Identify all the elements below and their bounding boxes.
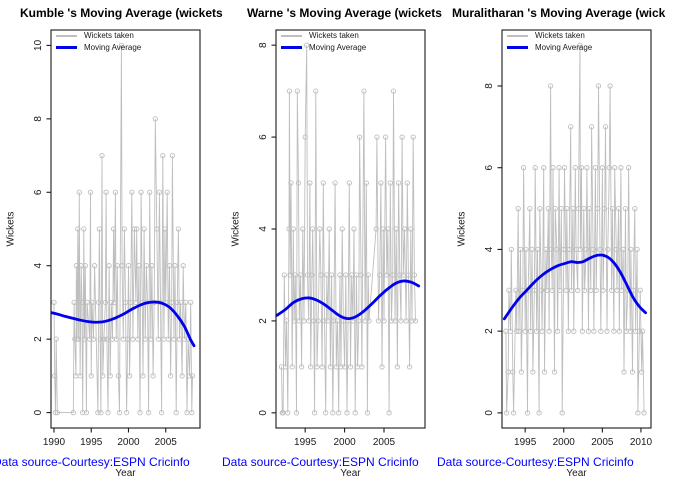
moving-average-swatch <box>56 46 77 49</box>
x-tick-label: 1990 <box>43 437 66 448</box>
moving-average-swatch <box>281 46 302 49</box>
wickets-series <box>51 42 196 416</box>
plot-svg: 1995 2000 2005 2010 0 2 4 6 8 <box>484 29 653 448</box>
data-source-caption: Data source-Courtesy:ESPN Cricinfo <box>437 455 634 469</box>
legend-label-wickets: Wickets taken <box>84 31 134 40</box>
legend: Wickets taken Moving Average <box>56 31 141 55</box>
legend-row: Moving Average <box>56 43 141 52</box>
y-tick-label: 2 <box>484 328 495 334</box>
wickets-line-swatch <box>507 34 528 37</box>
plot-svg: 1995 2000 2005 0 2 4 6 8 <box>258 29 426 448</box>
wickets-series <box>278 42 419 416</box>
y-tick-label: 2 <box>33 336 44 342</box>
y-tick-label: 8 <box>33 116 44 122</box>
y-axis-label: Wickets <box>5 211 17 247</box>
panel-title: Muralitharan 's Moving Average (wick <box>452 6 666 20</box>
legend-label-wickets: Wickets taken <box>309 31 359 40</box>
x-axis-label: Year <box>115 468 136 479</box>
panel-muralitharan: 1995 2000 2005 2010 0 2 4 6 8 Muralitharan 's Mo… <box>437 0 676 482</box>
x-axis-label: Year <box>566 468 587 479</box>
moving-average-line <box>502 253 647 321</box>
wickets-series <box>503 42 647 416</box>
y-tick-label: 0 <box>258 410 269 416</box>
data-source-caption: Data source-Courtesy:ESPN Cricinfo <box>0 455 190 469</box>
x-tick-label: 2000 <box>333 437 356 448</box>
x-tick-label: 2010 <box>630 437 653 448</box>
x-tick-label: 2005 <box>591 437 614 448</box>
x-tick-label: 1995 <box>514 437 537 448</box>
legend-label-moving-average: Moving Average <box>535 43 593 52</box>
y-tick-label: 6 <box>258 134 269 140</box>
legend: Wickets taken Moving Average <box>507 31 592 55</box>
y-axis: 0 2 4 6 8 <box>258 42 276 416</box>
x-tick-label: 2005 <box>373 437 396 448</box>
y-tick-label: 2 <box>258 318 269 324</box>
y-tick-label: 0 <box>484 410 495 416</box>
legend-row: Wickets taken <box>281 31 366 40</box>
panel-title: Kumble 's Moving Average (wickets <box>20 6 223 20</box>
wickets-line-swatch <box>56 34 77 37</box>
y-tick-label: 4 <box>258 226 269 232</box>
x-tick-label: 1995 <box>294 437 317 448</box>
y-axis-label: Wickets <box>230 211 242 247</box>
panel-kumble: 1990 1995 2000 2005 0 2 4 6 8 10 Kumble 's Moving… <box>0 0 226 482</box>
y-axis: 0 2 4 6 8 10 <box>33 39 51 415</box>
y-tick-label: 0 <box>33 409 44 415</box>
plot-svg: 1990 1995 2000 2005 0 2 4 6 8 10 <box>33 29 201 448</box>
x-axis: 1995 2000 2005 <box>294 428 396 448</box>
legend-row: Moving Average <box>281 43 366 52</box>
data-source-caption: Data source-Courtesy:ESPN Cricinfo <box>222 455 419 469</box>
y-tick-label: 8 <box>258 42 269 48</box>
y-tick-label: 8 <box>484 83 495 89</box>
plot-box <box>50 29 201 429</box>
legend-label-wickets: Wickets taken <box>535 31 585 40</box>
legend: Wickets taken Moving Average <box>281 31 366 55</box>
moving-average-line <box>275 279 421 321</box>
legend-label-moving-average: Moving Average <box>84 43 142 52</box>
y-tick-label: 6 <box>33 189 44 195</box>
x-axis: 1990 1995 2000 2005 <box>43 428 177 448</box>
x-tick-label: 2005 <box>155 437 178 448</box>
y-tick-label: 6 <box>484 164 495 170</box>
x-axis-label: Year <box>340 468 361 479</box>
y-tick-label: 4 <box>484 246 495 252</box>
plot-host: 1990 1995 2000 2005 0 2 4 6 8 10 <box>0 0 226 482</box>
panel-title: Warne 's Moving Average (wickets <box>247 6 442 20</box>
x-tick-label: 2000 <box>553 437 576 448</box>
plot-box <box>501 29 652 429</box>
panel-warne: 1995 2000 2005 0 2 4 6 8 Warne 's Moving Averag… <box>222 0 451 482</box>
legend-row: Wickets taken <box>507 31 592 40</box>
y-tick-label: 10 <box>33 39 44 51</box>
x-tick-label: 1995 <box>80 437 103 448</box>
moving-average-swatch <box>507 46 528 49</box>
y-tick-label: 4 <box>33 262 44 268</box>
wickets-line-swatch <box>281 34 302 37</box>
legend-row: Wickets taken <box>56 31 141 40</box>
x-tick-label: 2000 <box>117 437 140 448</box>
legend-row: Moving Average <box>507 43 592 52</box>
y-axis-label: Wickets <box>456 211 468 247</box>
moving-average-line <box>50 300 196 348</box>
plot-host: 1995 2000 2005 0 2 4 6 8 <box>225 0 451 482</box>
x-axis: 1995 2000 2005 2010 <box>514 428 653 448</box>
plot-host: 1995 2000 2005 2010 0 2 4 6 8 <box>451 0 676 482</box>
legend-label-moving-average: Moving Average <box>309 43 367 52</box>
y-axis: 0 2 4 6 8 <box>484 83 502 416</box>
